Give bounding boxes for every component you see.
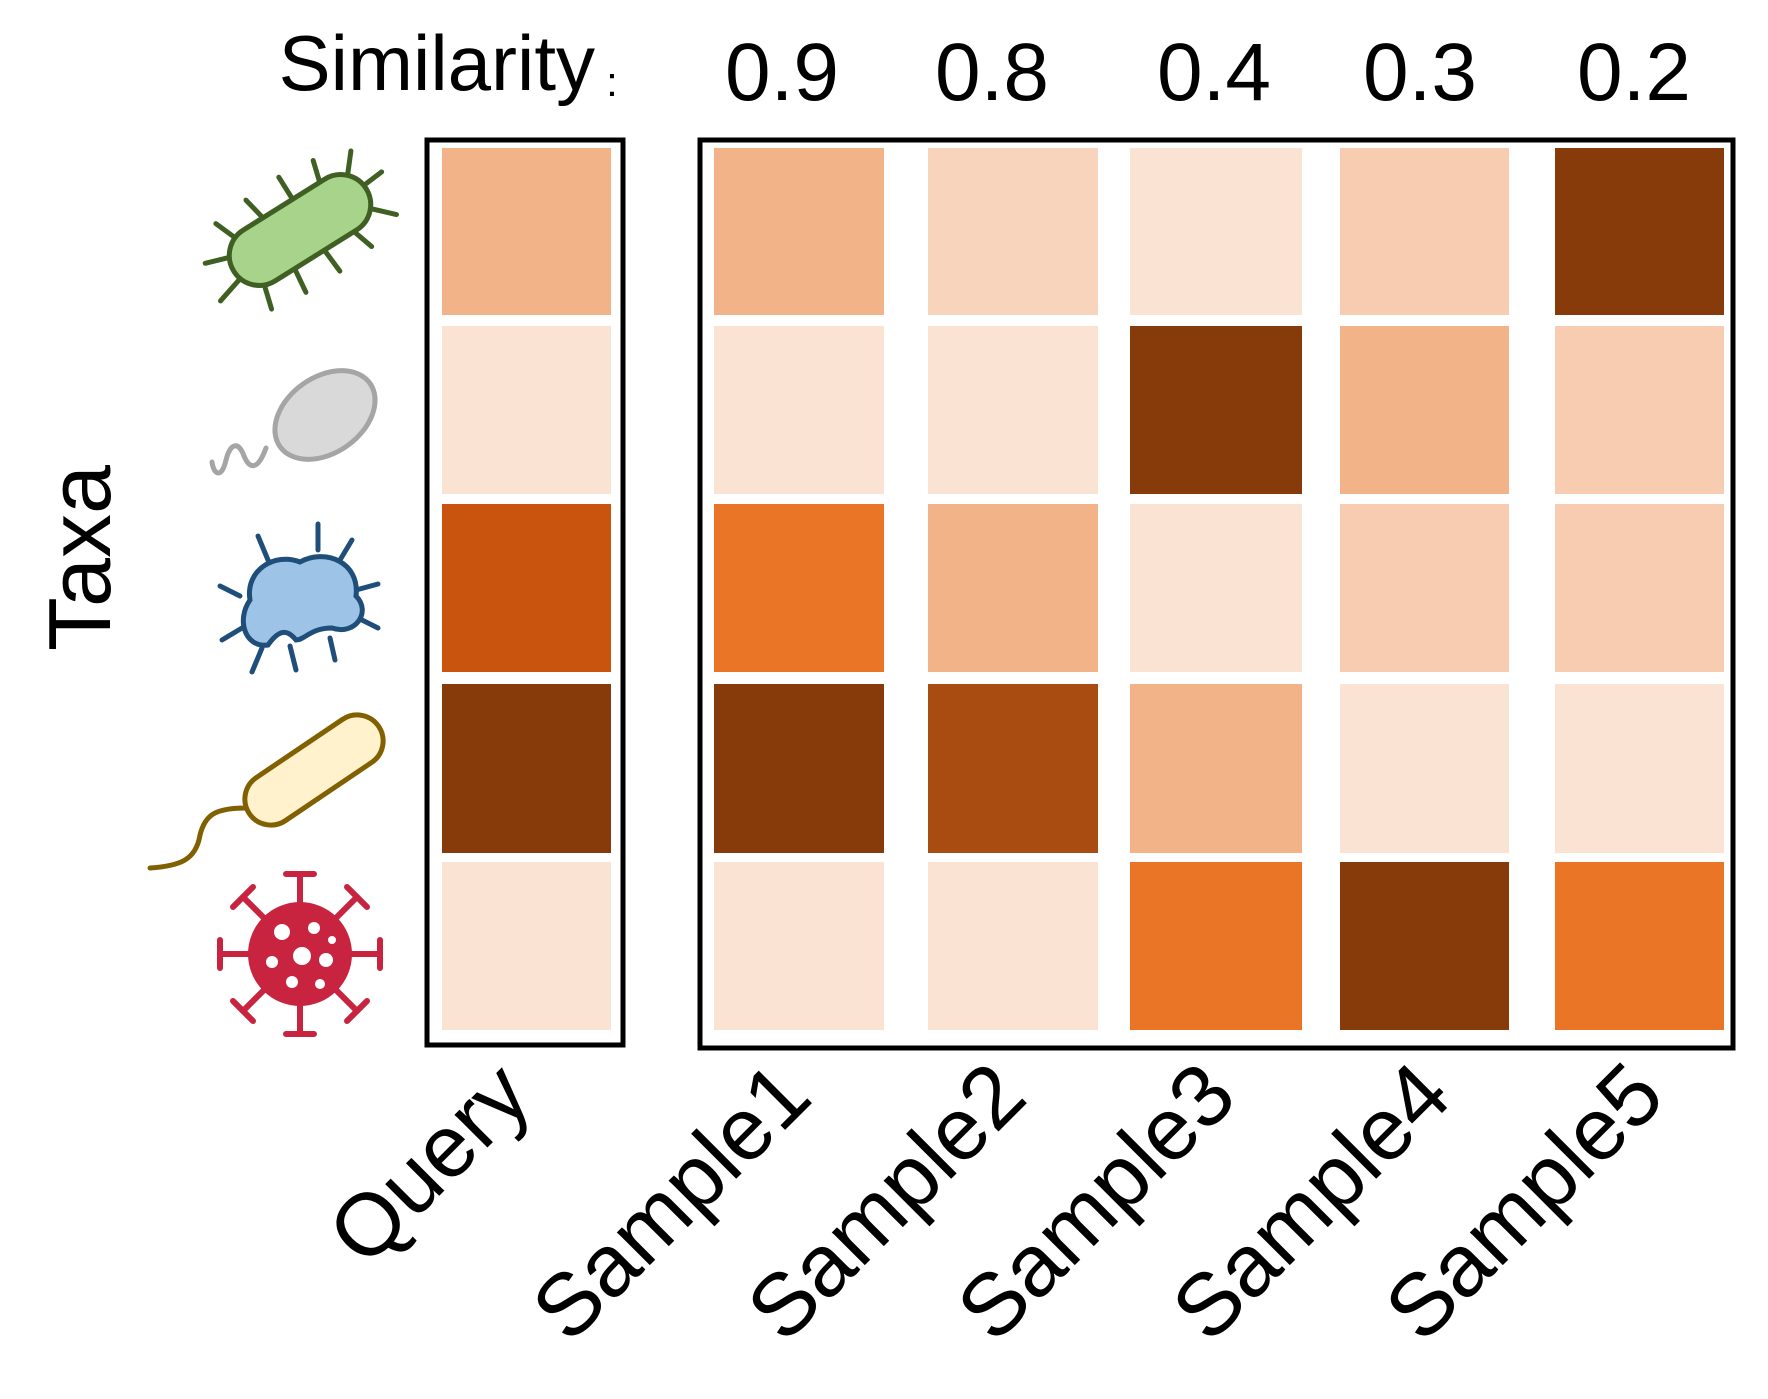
flagellated-ovoid-grey-icon <box>209 368 378 476</box>
sample4-cell-row2 <box>1340 326 1509 494</box>
similarity-value-sample3: 0.4 <box>1157 27 1271 118</box>
similarity-values: 0.9 0.8 0.4 0.3 0.2 <box>725 27 1691 118</box>
sample5-cell-row5 <box>1555 862 1724 1030</box>
query-cell-row5 <box>442 862 611 1030</box>
taxa-icons <box>147 148 399 1037</box>
sample1-cell-row2 <box>714 326 884 494</box>
similarity-value-sample2: 0.8 <box>935 27 1049 118</box>
flagellated-rod-yellow-icon <box>147 712 386 871</box>
sample5-cell-row2 <box>1555 326 1724 494</box>
sample2-cell-row3 <box>928 504 1098 672</box>
sample1-cell-row3 <box>714 504 884 672</box>
sample1-cell-row1 <box>714 148 884 315</box>
query-cell-row4 <box>442 684 611 853</box>
sample3-cell-row2 <box>1130 326 1302 494</box>
sample2-cell-row2 <box>928 326 1098 494</box>
sample4-cell-row4 <box>1340 684 1509 853</box>
virus-red-icon <box>217 871 383 1037</box>
rod-bacterium-green-icon <box>202 148 399 312</box>
sample2-cell-row1 <box>928 148 1098 315</box>
sample1-cell-row5 <box>714 862 884 1030</box>
heatmap-cells <box>442 148 1724 1030</box>
sample2-cell-row4 <box>928 684 1098 853</box>
sample3-cell-row3 <box>1130 504 1302 672</box>
sample4-cell-row1 <box>1340 148 1509 315</box>
sample3-cell-row1 <box>1130 148 1302 315</box>
amoeba-blue-icon <box>217 521 381 675</box>
similarity-separator: : <box>606 58 618 105</box>
similarity-value-sample5: 0.2 <box>1577 27 1691 118</box>
sample3-cell-row4 <box>1130 684 1302 853</box>
sample3-cell-row5 <box>1130 862 1302 1030</box>
query-cell-row1 <box>442 148 611 315</box>
sample4-cell-row5 <box>1340 862 1509 1030</box>
similarity-value-sample4: 0.3 <box>1363 27 1477 118</box>
query-cell-row3 <box>442 504 611 672</box>
sample1-cell-row4 <box>714 684 884 853</box>
y-axis-label: Taxa <box>30 465 129 651</box>
query-frame <box>424 137 626 1048</box>
sample5-cell-row4 <box>1555 684 1724 853</box>
similarity-label: Similarity <box>279 19 595 107</box>
sample5-cell-row1 <box>1555 148 1724 315</box>
sample2-cell-row5 <box>928 862 1098 1030</box>
sample5-cell-row3 <box>1555 504 1724 672</box>
sample4-cell-row3 <box>1340 504 1509 672</box>
similarity-value-sample1: 0.9 <box>725 27 839 118</box>
samples-frame <box>697 137 1736 1051</box>
query-cell-row2 <box>442 326 611 494</box>
column-label-query: Query <box>309 1043 548 1282</box>
